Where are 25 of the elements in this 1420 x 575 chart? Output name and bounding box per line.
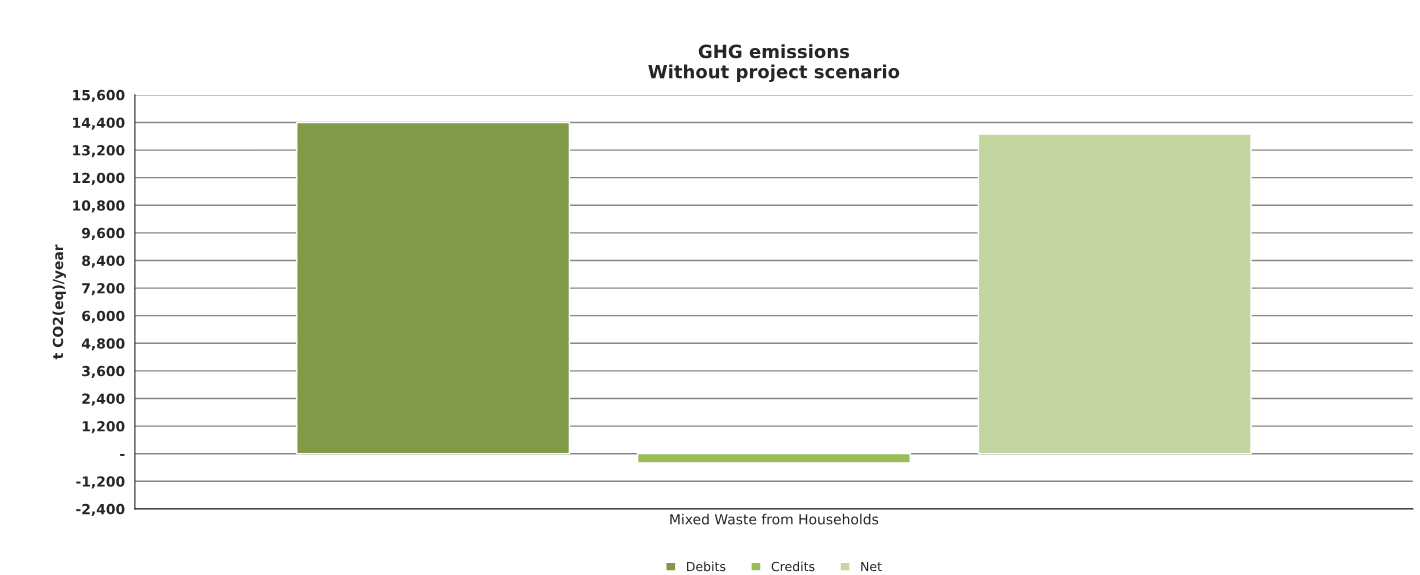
y-tick-label: -: [120, 453, 125, 456]
bar: [977, 133, 1252, 455]
y-tick-label: 3,600: [82, 365, 125, 379]
chart-title: GHG emissions Without project scenario: [648, 44, 900, 83]
y-tick-label: 4,800: [81, 338, 125, 351]
y-tick-label: 7,200: [82, 283, 125, 296]
y-tick-label: 14,400: [73, 117, 125, 130]
y-tick-label: -2,400: [76, 503, 125, 517]
bar: [296, 121, 571, 455]
y-tick-label: 6,000: [82, 310, 125, 323]
y-tick-label: 15,600: [73, 89, 125, 103]
y-tick-label: 9,600: [81, 227, 125, 241]
y-tick-label: -1,200: [76, 476, 125, 489]
legend-label: Debits: [687, 561, 726, 572]
x-tick-label: Mixed Waste from Households: [670, 513, 879, 525]
y-tick-label: 12,000: [73, 172, 125, 185]
bar: [636, 452, 911, 464]
y-axis-title: t CO2(eq)/year: [52, 244, 67, 360]
y-tick-label: 2,400: [82, 393, 125, 406]
y-tick-label: 13,200: [73, 145, 125, 158]
legend-label: Credits: [771, 561, 815, 572]
y-tick-label: 8,400: [82, 255, 125, 268]
legend-label: Net: [861, 561, 882, 572]
y-tick-label: 10,800: [73, 200, 125, 213]
y-tick-label: 1,200: [82, 421, 125, 434]
